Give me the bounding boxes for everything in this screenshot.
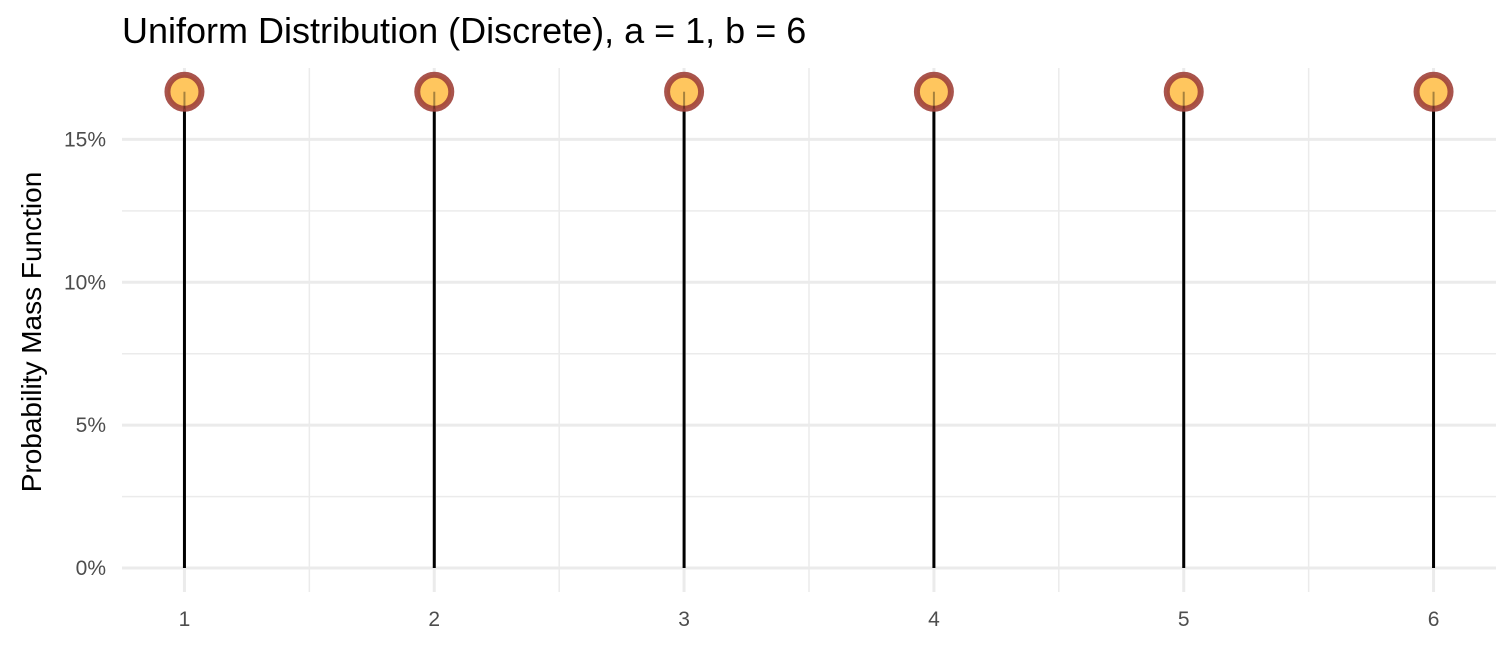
chart-title: Uniform Distribution (Discrete), a = 1, … — [122, 10, 807, 51]
y-tick-label: 15% — [64, 128, 106, 151]
pmf-point — [913, 71, 954, 112]
y-tick-label: 0% — [76, 557, 106, 580]
pmf-point — [1163, 71, 1204, 112]
y-tick-label: 10% — [64, 271, 106, 294]
x-tick-label: 2 — [428, 608, 440, 631]
pmf-point — [1413, 71, 1454, 112]
x-tick-label: 3 — [678, 608, 690, 631]
pmf-point — [664, 71, 705, 112]
pmf-point — [414, 71, 455, 112]
y-tick-label: 5% — [76, 414, 106, 437]
x-tick-label: 4 — [928, 608, 940, 631]
pmf-point — [164, 71, 205, 112]
x-tick-label: 5 — [1178, 608, 1190, 631]
x-tick-label: 1 — [179, 608, 191, 631]
x-tick-label: 6 — [1428, 608, 1440, 631]
